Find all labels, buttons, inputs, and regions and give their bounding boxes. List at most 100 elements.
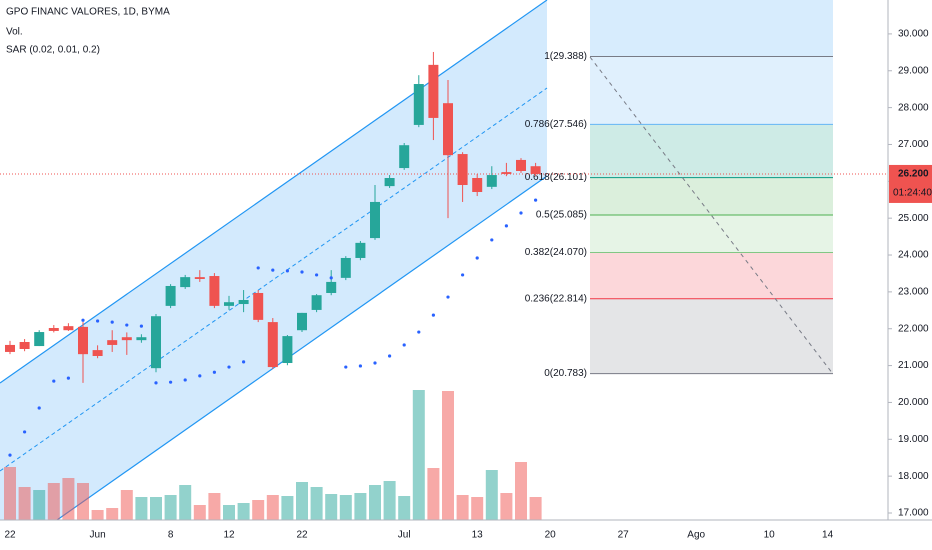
sar-dot [169, 380, 173, 384]
candle-body [78, 326, 88, 355]
candle-body [501, 172, 512, 174]
indicator-label: Vol. [6, 27, 23, 38]
fib-top-zone [590, 0, 833, 57]
volume-bar [47, 483, 60, 520]
volume-bar [62, 478, 75, 520]
candle-body [399, 145, 410, 169]
sar-dot [8, 453, 12, 457]
volume-bar [77, 483, 89, 520]
y-tick-label: 18.000 [898, 471, 929, 482]
volume-bar [223, 505, 235, 520]
x-tick-label: 13 [472, 530, 484, 541]
x-tick-label: 22 [4, 530, 16, 541]
sar-dot [52, 379, 56, 383]
sar-dot [198, 374, 202, 378]
candle-body [326, 281, 337, 293]
candle-body [238, 299, 249, 305]
volume-bar [120, 490, 133, 520]
y-tick-label: 20.000 [898, 397, 929, 408]
candle-body [457, 154, 468, 186]
candle-body [311, 295, 322, 310]
volume-bar [325, 494, 338, 520]
candle-body [224, 302, 234, 306]
volume-bar [339, 495, 352, 520]
volume-bar [208, 493, 221, 520]
fib-label: 0.786(27.546) [525, 119, 587, 130]
sar-dot [446, 295, 450, 299]
x-tick-label: 8 [168, 530, 174, 541]
channel-mid [0, 87, 548, 472]
candle-body [486, 175, 497, 187]
candle-body [136, 337, 147, 341]
x-tick-label: Jul [398, 530, 411, 541]
volume-bar [252, 500, 265, 520]
channel-lower [56, 175, 548, 521]
sar-dot [300, 270, 304, 274]
volume-bar [471, 497, 484, 520]
sar-dot [315, 273, 319, 277]
x-tick-label: 22 [296, 530, 308, 541]
candle-body [340, 257, 351, 278]
sar-dot [227, 365, 231, 369]
sar-dot [475, 256, 479, 260]
y-tick-label: 24.000 [898, 250, 929, 261]
candle-body [472, 178, 483, 193]
candle-body [34, 332, 45, 347]
fib-zone [590, 298, 833, 374]
fib-zone [590, 124, 833, 178]
fib-label: 0.382(24.070) [525, 247, 587, 258]
plot [4, 51, 542, 520]
volume-bar [4, 467, 16, 520]
sar-dot [431, 313, 435, 317]
volume-bar [237, 503, 250, 520]
candle-body [151, 316, 161, 369]
candle-body [428, 64, 439, 118]
sar-dot [96, 319, 100, 323]
sar-dot [154, 381, 158, 385]
candle-body [516, 159, 526, 171]
candle-body [443, 103, 453, 156]
y-tick-label: 25.000 [898, 213, 929, 224]
channel-upper [0, 0, 548, 384]
candle-body [165, 285, 176, 306]
sar-dot [519, 211, 523, 215]
volume-bar [485, 470, 498, 520]
y-tick-label: 23.000 [898, 287, 929, 298]
x-tick-label: Jun [90, 530, 106, 541]
candle-body [530, 166, 541, 174]
volume-bar [91, 510, 104, 520]
sar-dot [388, 354, 392, 358]
last-price-box [889, 164, 932, 203]
x-tick-label: 10 [764, 530, 776, 541]
volume-bar [412, 390, 425, 520]
sar-dot [66, 376, 70, 380]
sar-dot [534, 198, 538, 202]
fib-trend-line [589, 56, 834, 375]
sar-dot [81, 318, 85, 322]
x-tick-label: 20 [545, 530, 557, 541]
candle-body [297, 312, 307, 331]
sar-dot [417, 330, 421, 334]
sar-dot [373, 361, 377, 365]
fib-zone [590, 252, 833, 299]
volume-bar [33, 490, 46, 520]
countdown-label: 01:24:40 [893, 188, 932, 199]
candle-body [121, 337, 132, 341]
sar-dot [256, 266, 260, 270]
candle-body [355, 242, 366, 258]
sar-dot [402, 343, 406, 347]
candle-body [63, 326, 74, 331]
fib-label: 0.5(25.085) [536, 210, 587, 221]
volume-bar [398, 496, 411, 520]
x-tick-label: 14 [822, 530, 834, 541]
y-tick-label: 22.000 [898, 323, 929, 334]
last-price-label: 26.200 [898, 169, 929, 180]
candle-body [209, 276, 220, 306]
candle-body [253, 292, 264, 320]
y-tick-label: 21.000 [898, 360, 929, 371]
sar-dot [490, 238, 494, 242]
y-tick-label: 19.000 [898, 434, 929, 445]
regression-channel [0, 0, 547, 520]
sar-dot [504, 224, 508, 228]
